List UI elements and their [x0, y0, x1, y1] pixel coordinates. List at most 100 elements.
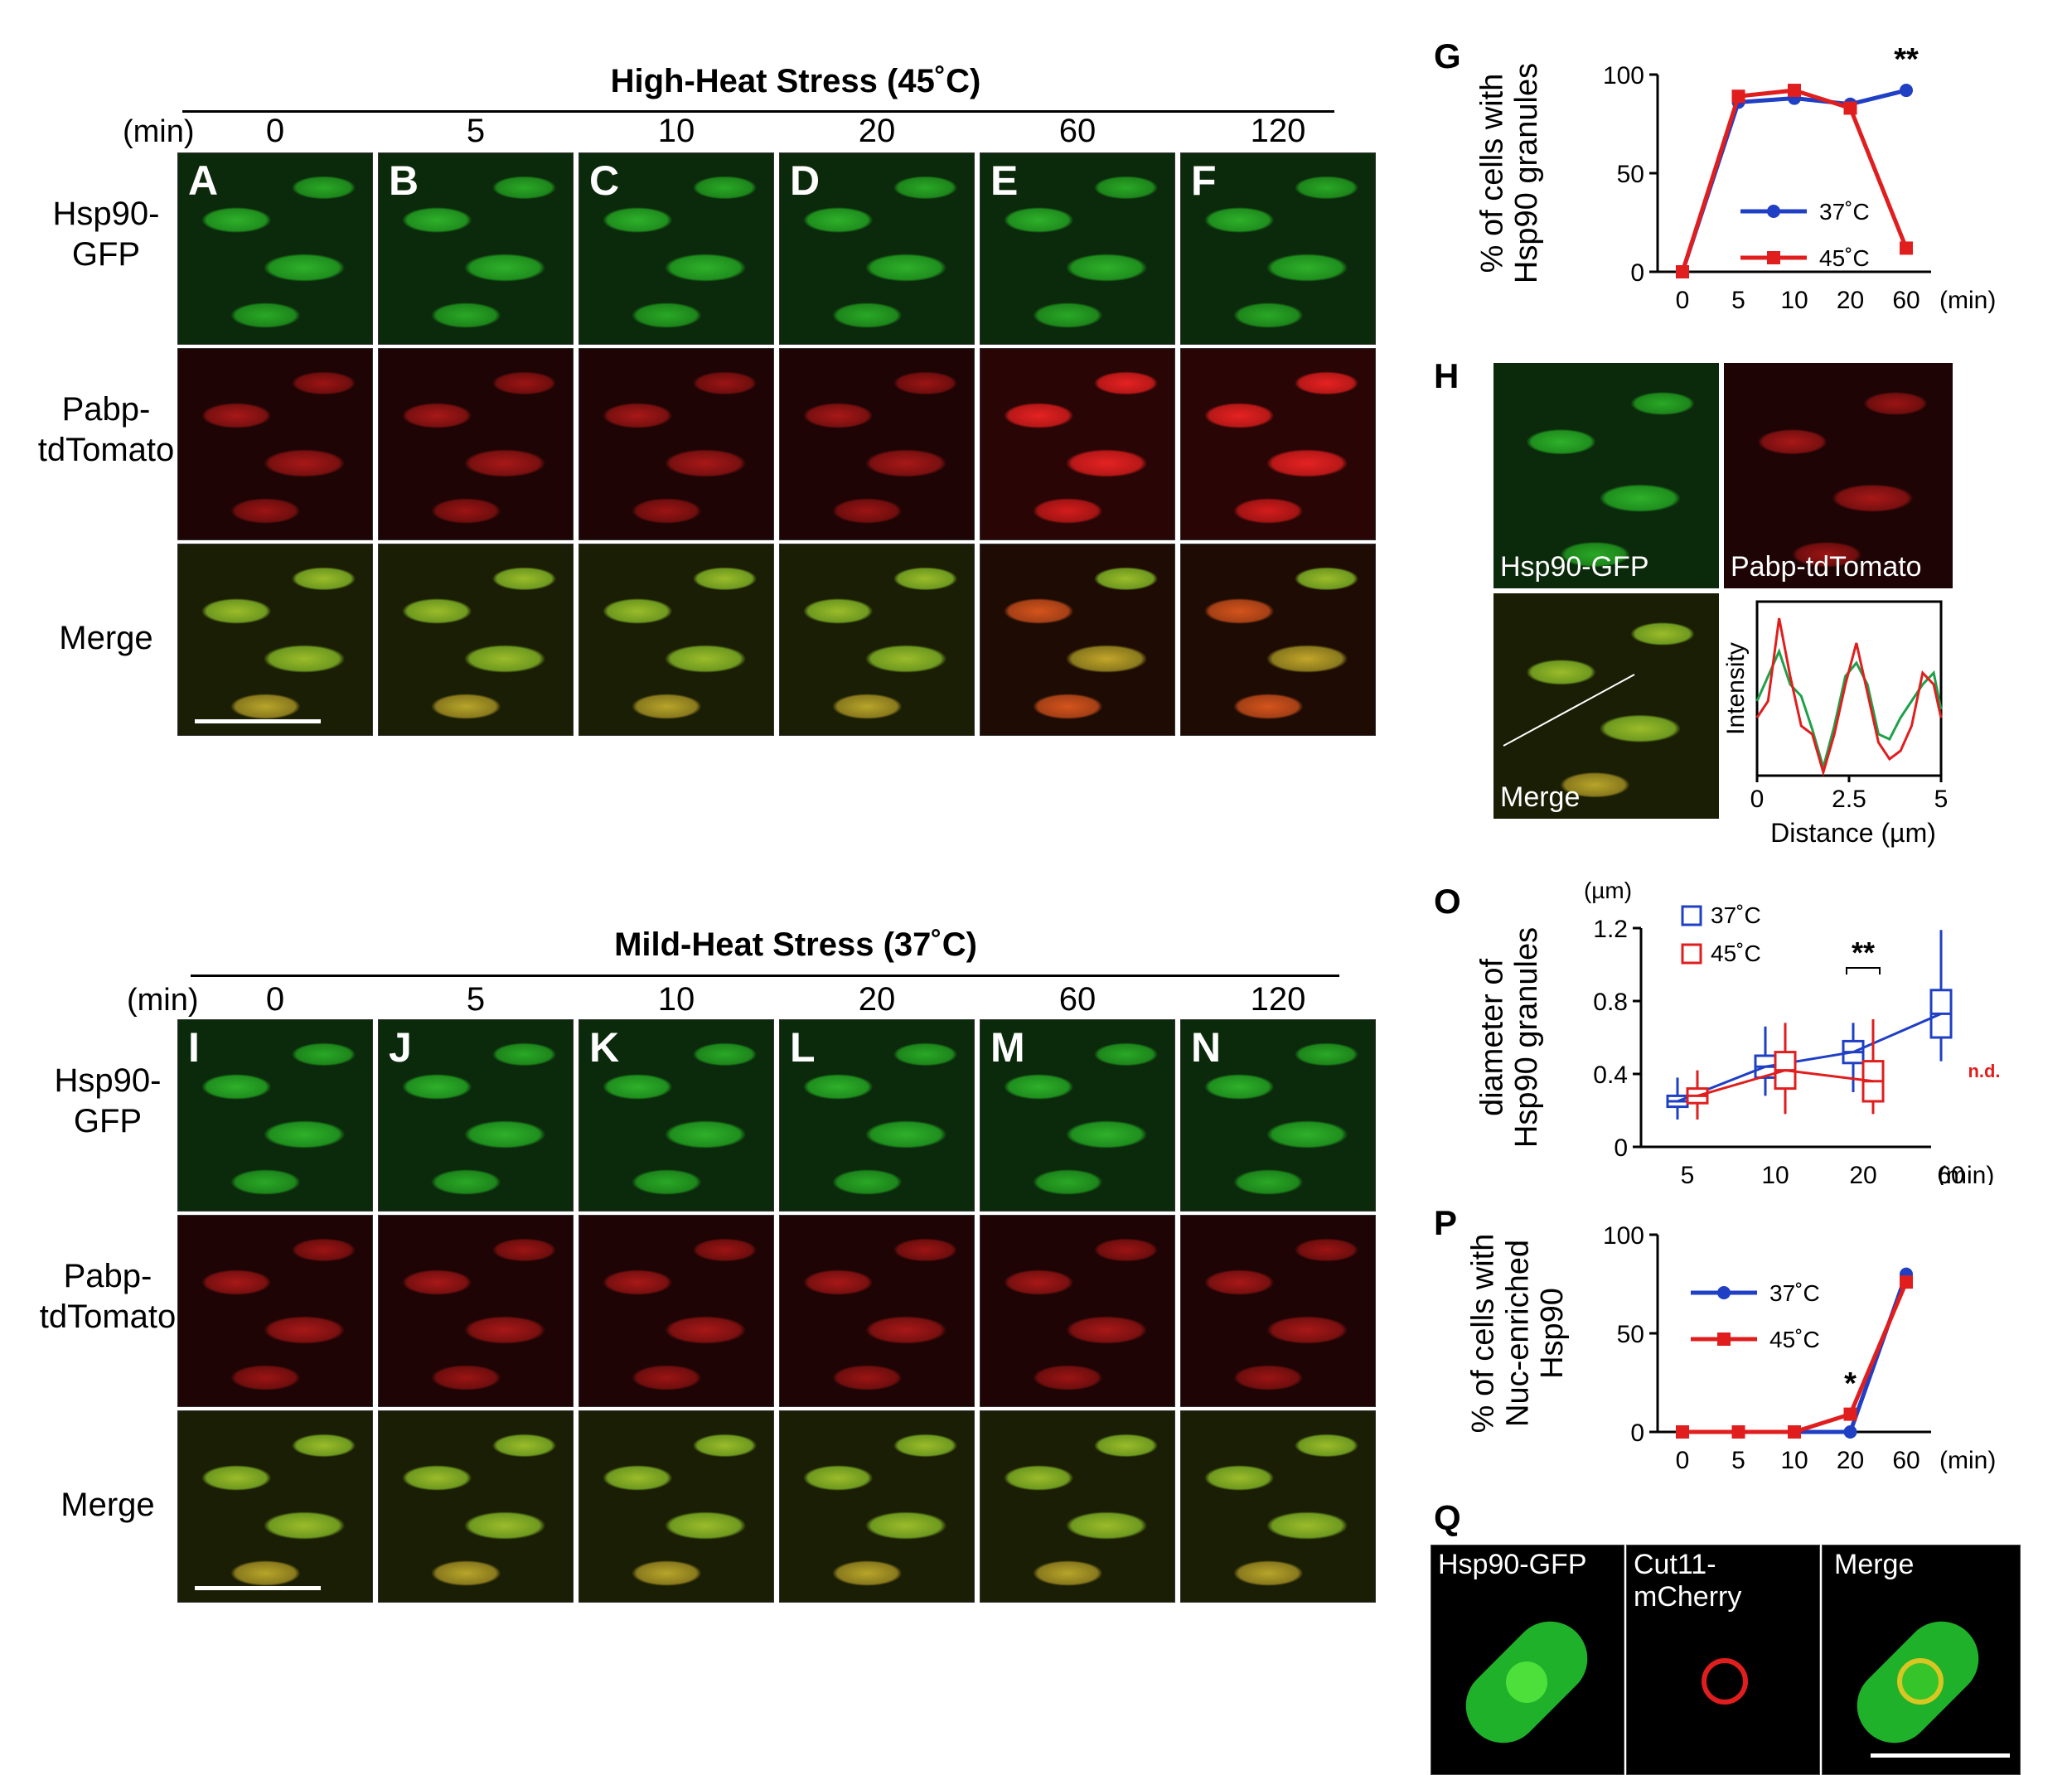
- panel_O-ylabel-line-1: Hsp90 granules: [1509, 927, 1544, 1148]
- top-panel-letter-E: E: [990, 157, 1019, 204]
- top-time-10: 10: [657, 113, 695, 149]
- bottom-panel-letter-I: I: [188, 1024, 200, 1071]
- bottom-time-60: 60: [1058, 981, 1097, 1018]
- panel_P-legend-label-1: 45˚C: [1769, 1327, 1820, 1352]
- bottom-micrograph-r2-c0: [177, 1410, 373, 1603]
- bottom-title-rule: [191, 975, 1339, 977]
- top-micrograph-r2-c4: [980, 544, 1175, 736]
- panel_G-x-unit: (min): [1939, 287, 1996, 314]
- panel-H-line-profile-marker: [1503, 674, 1635, 747]
- panel_P-xtick-label-1: 5: [1731, 1447, 1745, 1474]
- panel-Q-merge-image: Merge: [1822, 1545, 2021, 1775]
- panel_H-ylabel-group: Intensity: [1724, 642, 1750, 735]
- panel_P-ytick-label-0: 0: [1630, 1420, 1644, 1447]
- top-time-120: 120: [1250, 113, 1306, 149]
- panel_O-s0-median-line: [1677, 1013, 1942, 1103]
- bottom-micrograph-r2-c4: [980, 1410, 1175, 1603]
- panel_O-xtick-label-1: 10: [1761, 1162, 1789, 1185]
- panel-H-gfp-label: Hsp90-GFP: [1500, 551, 1649, 583]
- panel_G-ytick-label-2: 100: [1603, 62, 1644, 89]
- panel_G-ytick-label-0: 0: [1630, 259, 1644, 287]
- panel_G-xtick-label-0: 0: [1676, 287, 1690, 314]
- bottom-scale-bar: [195, 1586, 321, 1590]
- panel-H-merge-label: Merge: [1500, 781, 1581, 813]
- panel_P-significance: *: [1844, 1366, 1857, 1401]
- panel-H-gfp-image: Hsp90-GFP: [1493, 363, 1719, 588]
- bottom-time-5: 5: [466, 981, 486, 1018]
- panel-H-tdtomato-label: Pabp-tdTomato: [1731, 551, 1922, 583]
- top-micrograph-r0-c0: A: [177, 152, 373, 345]
- panel-Q-scale-bar: [1871, 1753, 2010, 1758]
- panel_P-ylabel-line-0: % of cells with: [1466, 1234, 1501, 1434]
- bottom-micrograph-r1-c5: [1180, 1215, 1376, 1407]
- panel-O-letter: O: [1434, 882, 1461, 921]
- panel_P-ytick-label-1: 50: [1617, 1321, 1644, 1348]
- panel_O-ytick-label-1: 0.4: [1593, 1062, 1628, 1089]
- panel_G-ylabel-line-0: % of cells with: [1474, 74, 1509, 273]
- bottom-micrograph-r2-c5: [1180, 1410, 1376, 1603]
- bottom-micrograph-r1-c1: [378, 1215, 574, 1407]
- top-time-5: 5: [466, 113, 486, 149]
- top-micrograph-r2-c3: [779, 544, 975, 736]
- panel_O-ylabel-line-0: diameter of: [1474, 959, 1509, 1117]
- panel_O-significance-bracket: [1846, 967, 1881, 975]
- panel_O-yunit: (µm): [1584, 878, 1632, 903]
- panel_P-x-unit: (min): [1939, 1447, 1996, 1474]
- top-row-label-1: Pabp- tdTomato: [37, 391, 175, 468]
- panel_G-significance: **: [1894, 42, 1919, 77]
- panel_P-ylabel: % of cells with Nuc-enriched Hsp90: [1466, 1234, 1571, 1434]
- panel_P-xtick-label-4: 60: [1892, 1447, 1920, 1474]
- panel-Q-merge-label: Merge: [1834, 1549, 1915, 1580]
- bottom-title: Mild-Heat Stress (37˚C): [614, 926, 977, 963]
- panel_O-legend-label-0: 37˚C: [1711, 902, 1761, 928]
- panel_P-ylabel-line-1: Nuc-enriched: [1500, 1240, 1535, 1427]
- panel_H-plot-frame: [1755, 600, 1943, 777]
- panel_G-legend-marker-1: [1767, 251, 1780, 264]
- panel-P-letter: P: [1434, 1203, 1458, 1242]
- top-panel-letter-D: D: [790, 157, 821, 204]
- panel_G-legend-label-0: 37˚C: [1819, 199, 1870, 225]
- panel-H-tdtomato-image: Pabp-tdTomato: [1724, 363, 1953, 588]
- panel_G-ytick-label-1: 50: [1617, 161, 1644, 188]
- panel_G-series-1-point-0: [1676, 265, 1689, 278]
- panel_O-ytick-label-3: 1.2: [1593, 916, 1628, 943]
- panel-G-chart: 0 50 100 0 5 10 20 60 (min) % of cells with Hsp90 …: [1474, 42, 1996, 314]
- panel_G-series-0-point-4: [1900, 84, 1913, 98]
- panel_G-legend-label-1: 45˚C: [1819, 245, 1870, 271]
- bottom-time-0: 0: [265, 981, 285, 1018]
- top-micrograph-r1-c5: [1180, 348, 1376, 540]
- panel_P-xtick-label-3: 20: [1837, 1447, 1864, 1474]
- top-time-60: 60: [1058, 113, 1097, 149]
- bottom-micrograph-r1-c2: [579, 1215, 774, 1407]
- panel-Q-gfp-label: Hsp90-GFP: [1438, 1549, 1587, 1580]
- panel_O-xtick-label-3: 60: [1937, 1162, 1964, 1185]
- bottom-micrograph-r0-c5: N: [1180, 1019, 1376, 1212]
- top-micrograph-r2-c0: [177, 544, 373, 736]
- panel_P-xtick-label-2: 10: [1780, 1447, 1808, 1474]
- top-micrograph-r0-c4: E: [980, 152, 1175, 345]
- bottom-time-10: 10: [657, 981, 695, 1018]
- panel-G-letter: G: [1434, 36, 1461, 75]
- panel_G-series-1-point-1: [1731, 89, 1745, 104]
- bottom-micrograph-r1-c4: [980, 1215, 1175, 1407]
- panel_P-ylabel-line-2: Hsp90: [1535, 1288, 1570, 1379]
- bottom-micrograph-r1-c3: [779, 1215, 975, 1407]
- panel_O-xtick-label-2: 20: [1849, 1162, 1876, 1185]
- panel_O-ytick-label-0: 0: [1614, 1134, 1628, 1162]
- bottom-micrograph-r1-c0: [177, 1215, 373, 1407]
- bottom-panel-letter-N: N: [1191, 1024, 1222, 1071]
- panel_G-xtick-label-1: 5: [1731, 287, 1745, 314]
- panel_H-series-1: [1755, 617, 1943, 777]
- panel_O-ylabel: diameter of Hsp90 granules: [1474, 927, 1544, 1148]
- top-title: High-Heat Stress (45˚C): [610, 63, 981, 99]
- panel_G-xtick-label-3: 20: [1837, 287, 1864, 314]
- bottom-micrograph-r0-c2: K: [579, 1019, 774, 1212]
- panel-Q-letter: Q: [1434, 1498, 1461, 1537]
- top-micrograph-r1-c3: [779, 348, 975, 540]
- top-panel-letter-C: C: [589, 157, 620, 204]
- panel-Q-mcherry-label: Cut11- mCherry: [1634, 1549, 1742, 1613]
- top-micrograph-r1-c1: [378, 348, 574, 540]
- panel_P-series-1-point-0: [1676, 1425, 1689, 1439]
- panel_P-xtick-label-0: 0: [1676, 1447, 1690, 1474]
- panel-H-merge-image: Merge: [1493, 593, 1719, 819]
